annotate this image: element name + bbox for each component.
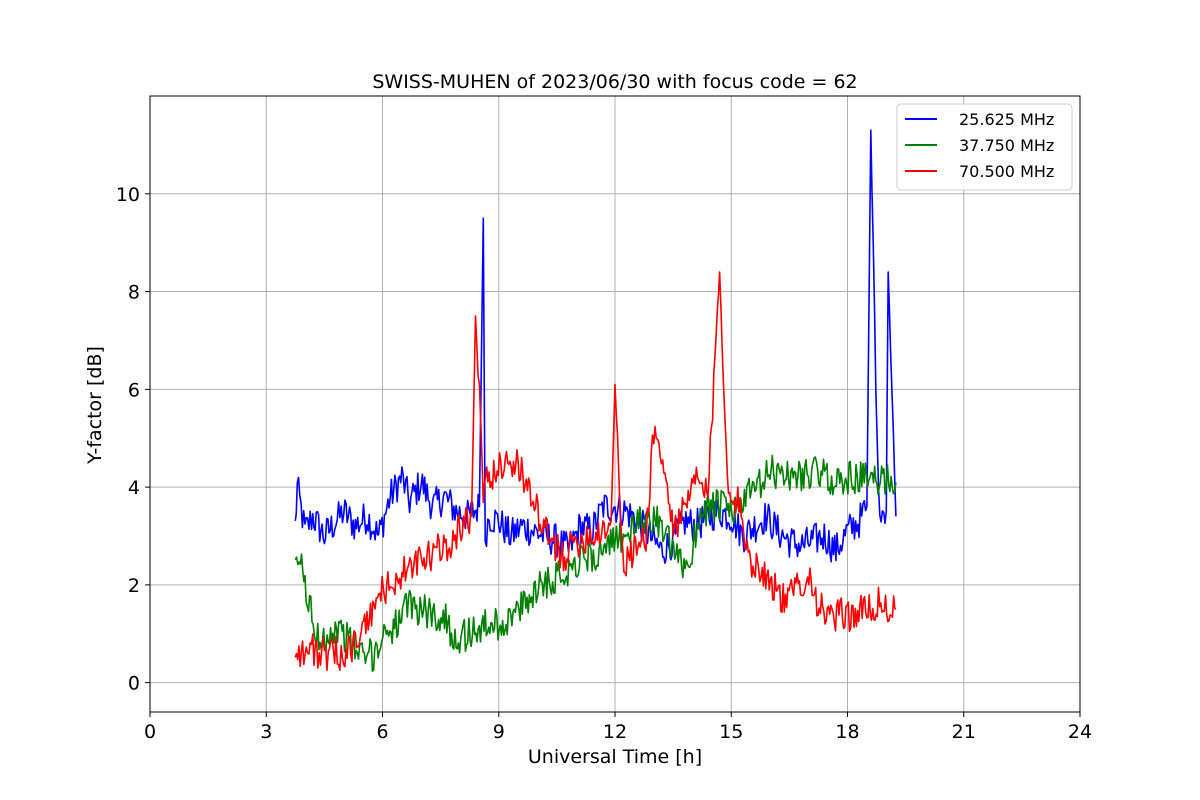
- chart-title: SWISS-MUHEN of 2023/06/30 with focus cod…: [372, 71, 857, 93]
- y-tick-label: 6: [128, 379, 140, 401]
- y-tick-label: 2: [128, 575, 140, 597]
- y-tick-label: 8: [128, 282, 140, 304]
- series-line-1: [294, 129, 897, 564]
- series-line-3: [294, 271, 897, 671]
- y-tick-label: 10: [116, 184, 140, 206]
- legend: 25.625 MHz 37.750 MHz 70.500 MHz: [896, 103, 1073, 191]
- x-tick-label: 24: [1068, 721, 1092, 743]
- y-tick-label: 0: [128, 673, 140, 695]
- y-tick-label: 4: [128, 477, 140, 499]
- x-tick-label: 9: [493, 721, 505, 743]
- legend-label: 70.500 MHz: [959, 162, 1054, 181]
- y-axis-label: Y-factor [dB]: [84, 346, 106, 465]
- x-tick-label: 18: [835, 721, 859, 743]
- x-tick-label: 3: [260, 721, 272, 743]
- legend-label: 25.625 MHz: [959, 110, 1054, 129]
- x-tick-label: 21: [952, 721, 976, 743]
- x-tick-label: 0: [144, 721, 156, 743]
- series-layer: [294, 129, 897, 672]
- x-tick-label: 12: [603, 721, 627, 743]
- x-tick-label: 15: [719, 721, 743, 743]
- series-line-2: [294, 454, 897, 672]
- x-tick-label: 6: [376, 721, 388, 743]
- x-axis-label: Universal Time [h]: [528, 746, 702, 768]
- legend-label: 37.750 MHz: [959, 136, 1054, 155]
- legend-box: [896, 103, 1073, 191]
